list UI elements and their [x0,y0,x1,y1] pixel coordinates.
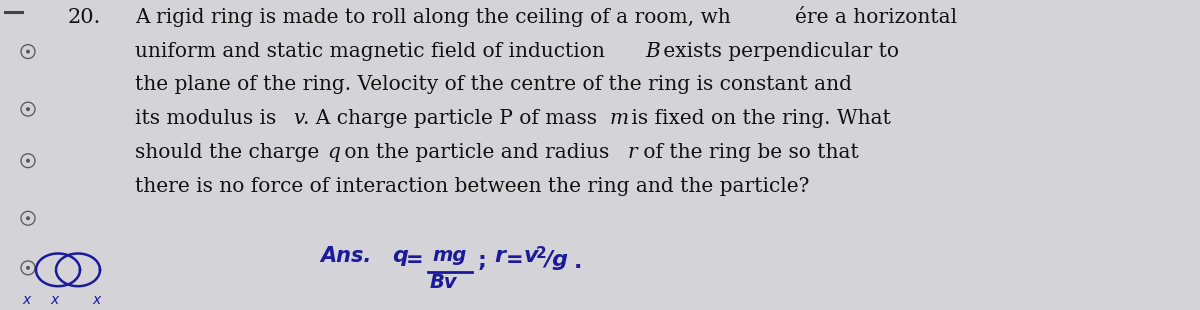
Circle shape [26,266,30,270]
Text: on the particle and radius: on the particle and radius [338,143,616,162]
Text: v: v [524,246,539,266]
Text: r: r [494,246,505,266]
Text: of the ring be so that: of the ring be so that [637,143,859,162]
Circle shape [26,107,30,111]
Text: . A charge particle P of mass: . A charge particle P of mass [302,109,604,128]
Text: should the charge: should the charge [134,143,325,162]
Text: q: q [392,246,408,266]
Text: ;: ; [478,251,487,271]
Text: r: r [628,143,637,162]
Text: B: B [646,42,660,61]
Text: q: q [326,143,340,162]
Text: =: = [406,250,424,270]
Text: m: m [610,109,629,128]
Text: the plane of the ring. Velocity of the centre of the ring is constant and: the plane of the ring. Velocity of the c… [134,75,852,95]
Text: /g: /g [544,250,568,270]
Text: v: v [293,109,305,128]
Circle shape [26,159,30,163]
Text: 20.: 20. [68,8,101,27]
Text: is fixed on the ring. What: is fixed on the ring. What [625,109,890,128]
Text: x: x [92,293,101,307]
Text: ére a horizontal: ére a horizontal [796,8,958,27]
Text: .: . [574,252,582,272]
Text: mg: mg [432,246,467,265]
Text: its modulus is: its modulus is [134,109,283,128]
Text: Ans.: Ans. [320,246,371,266]
Text: exists perpendicular to: exists perpendicular to [658,42,899,61]
Circle shape [26,216,30,220]
Text: x: x [22,293,30,307]
Circle shape [26,50,30,54]
Text: A rigid ring is made to roll along the ceiling of a room, wh: A rigid ring is made to roll along the c… [134,8,731,27]
Text: x: x [50,293,59,307]
Text: Bv: Bv [430,273,457,292]
Text: 2: 2 [536,246,547,261]
Text: =: = [506,250,523,270]
Text: uniform and static magnetic field of induction: uniform and static magnetic field of ind… [134,42,611,61]
Text: there is no force of interaction between the ring and the particle?: there is no force of interaction between… [134,177,809,196]
